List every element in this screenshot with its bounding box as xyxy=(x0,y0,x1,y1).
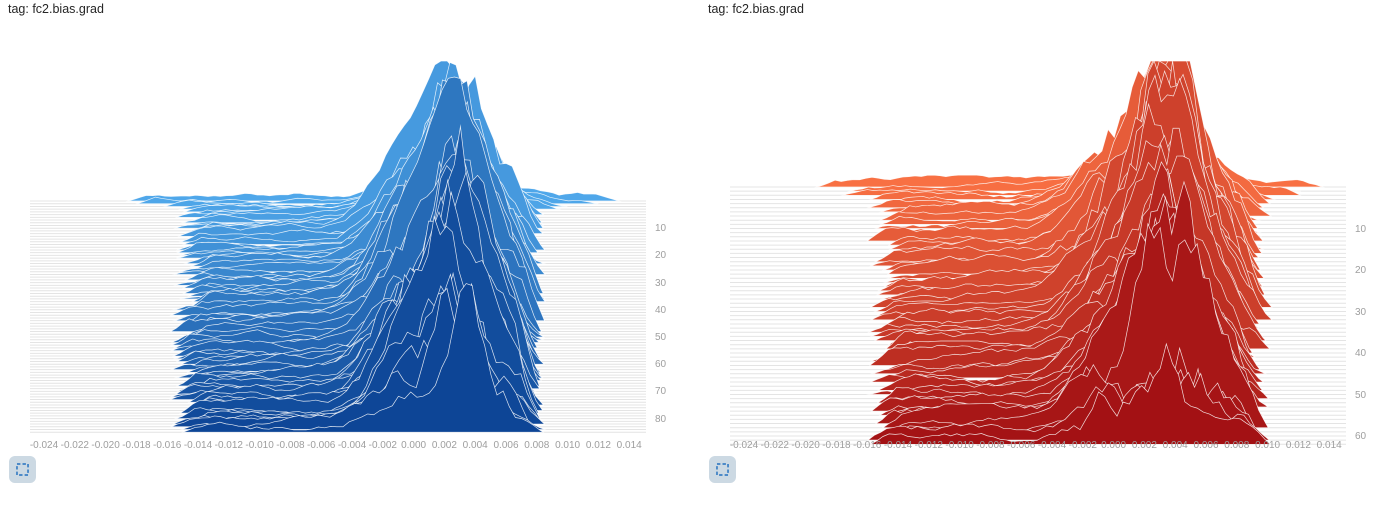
x-tick-label: 0.014 xyxy=(616,440,642,451)
chart-tag-title: tag: fc2.bias.grad xyxy=(708,2,804,16)
y-step-label: 10 xyxy=(1355,223,1367,235)
x-tick-label: -0.006 xyxy=(307,440,336,451)
x-tick-label: -0.018 xyxy=(822,440,851,451)
x-tick-label: -0.010 xyxy=(245,440,274,451)
x-tick-label: 0.006 xyxy=(493,440,519,451)
x-tick-label: -0.020 xyxy=(91,440,120,451)
y-step-label: 80 xyxy=(655,413,667,425)
x-tick-label: -0.012 xyxy=(214,440,243,451)
y-step-label: 70 xyxy=(655,386,667,398)
histogram-panel: tag: fc2.bias.grad -0.024 -0.022 -0.020 -0.… xyxy=(8,2,680,483)
y-step-label: 50 xyxy=(655,332,667,343)
x-tick-label: -0.022 xyxy=(760,440,789,451)
x-tick-label: -0.024 xyxy=(29,440,59,451)
y-step-label: 40 xyxy=(1355,348,1367,359)
x-tick-label: -0.014 xyxy=(883,440,913,451)
x-tick-label: 0.004 xyxy=(1162,440,1188,451)
x-tick-label: -0.004 xyxy=(1037,440,1067,451)
x-tick-label: -0.002 xyxy=(1068,440,1097,451)
x-tick-label: 0.000 xyxy=(401,440,427,451)
x-tick-label: -0.016 xyxy=(853,440,882,451)
x-tick-label: -0.004 xyxy=(337,440,367,451)
chart-area: -0.024 -0.022 -0.020 -0.018 -0.016 -0.014 -0.0… xyxy=(29,55,680,455)
x-tick-label: -0.012 xyxy=(914,440,943,451)
expand-button[interactable] xyxy=(709,456,736,483)
x-tick-label: 0.000 xyxy=(1101,440,1127,451)
y-step-label: 40 xyxy=(655,304,667,316)
x-tick-label: 0.008 xyxy=(1224,440,1250,451)
x-tick-label: -0.016 xyxy=(153,440,182,451)
x-tick-label: 0.010 xyxy=(555,440,581,451)
y-step-label: 10 xyxy=(655,223,667,235)
x-tick-label: -0.018 xyxy=(122,440,151,451)
x-tick-label: 0.002 xyxy=(1131,440,1157,451)
x-tick-label: 0.010 xyxy=(1255,440,1281,451)
histogram-panel: tag: fc2.bias.grad -0.024 -0.022 -0.020 -0.… xyxy=(700,0,1400,505)
y-step-label: 30 xyxy=(655,277,667,289)
x-tick-label: 0.002 xyxy=(431,440,457,451)
expand-button[interactable] xyxy=(9,456,36,483)
y-step-label: 30 xyxy=(1355,306,1367,318)
y-step-label: 20 xyxy=(1355,265,1367,276)
chart-tag-title: tag: fc2.bias.grad xyxy=(8,2,104,16)
y-step-label: 60 xyxy=(1355,431,1367,442)
ridgeline-canvas[interactable] xyxy=(730,55,1380,455)
x-tick-label: -0.022 xyxy=(60,440,89,451)
fullscreen-icon xyxy=(16,463,29,476)
ridgeline-canvas[interactable] xyxy=(30,55,680,455)
x-tick-label: -0.008 xyxy=(976,440,1005,451)
chart-area: -0.024 -0.022 -0.020 -0.018 -0.016 -0.014 -0.0… xyxy=(700,0,1400,505)
x-tick-label: -0.020 xyxy=(791,440,820,451)
x-tick-label: 0.012 xyxy=(1285,440,1311,451)
x-tick-label: 0.012 xyxy=(585,440,611,451)
fullscreen-icon xyxy=(716,463,729,476)
x-tick-label: -0.014 xyxy=(183,440,213,451)
x-tick-label: 0.004 xyxy=(462,440,488,451)
x-tick-label: -0.010 xyxy=(945,440,974,451)
x-tick-label: 0.008 xyxy=(524,440,550,451)
x-tick-label: 0.014 xyxy=(1316,440,1342,451)
x-tick-label: -0.024 xyxy=(729,440,759,451)
x-tick-label: -0.006 xyxy=(1007,440,1036,451)
y-step-label: 60 xyxy=(655,359,667,371)
y-step-label: 20 xyxy=(655,250,667,262)
y-step-label: 50 xyxy=(1355,389,1367,401)
x-tick-label: -0.008 xyxy=(276,440,305,451)
x-tick-label: -0.002 xyxy=(368,440,397,451)
x-tick-label: 0.006 xyxy=(1193,440,1219,451)
